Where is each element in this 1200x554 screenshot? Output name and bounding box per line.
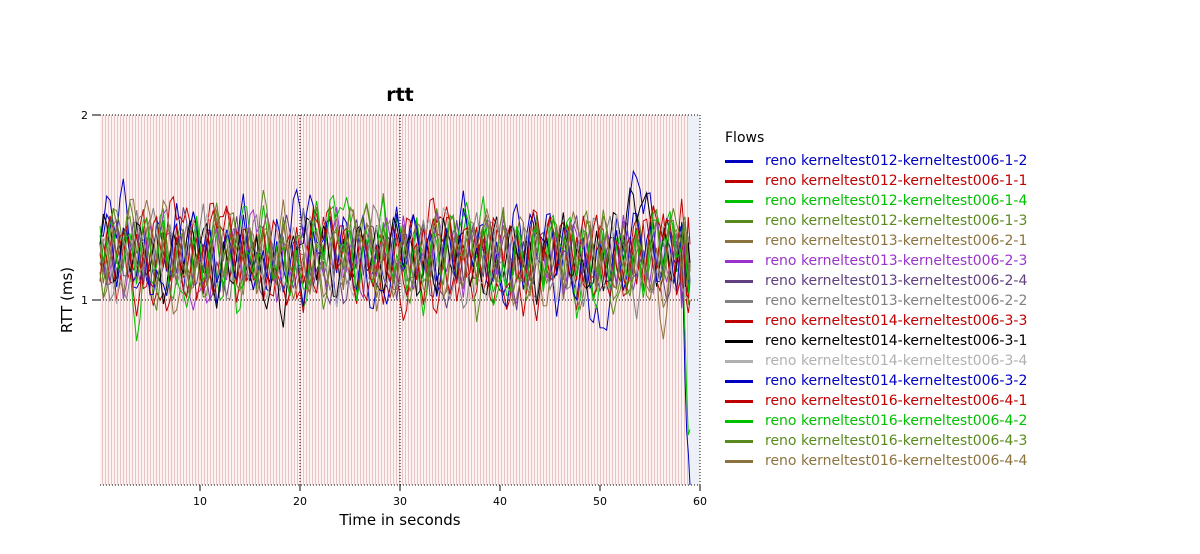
legend-title: Flows <box>725 130 765 146</box>
x-tick-label: 20 <box>293 495 307 508</box>
legend-swatch <box>725 159 753 163</box>
legend-swatch <box>725 439 753 443</box>
legend-item: reno kerneltest013-kerneltest006-2-1 <box>725 231 1027 251</box>
legend-swatch <box>725 199 753 203</box>
legend-item: reno kerneltest016-kerneltest006-4-3 <box>725 431 1027 451</box>
legend-swatch <box>725 239 753 243</box>
legend-label: reno kerneltest013-kerneltest006-2-2 <box>765 293 1028 309</box>
legend-label: reno kerneltest012-kerneltest006-1-4 <box>765 193 1028 209</box>
legend-item: reno kerneltest012-kerneltest006-1-1 <box>725 171 1027 191</box>
legend-label: reno kerneltest012-kerneltest006-1-2 <box>765 153 1028 169</box>
legend-item: reno kerneltest014-kerneltest006-3-4 <box>725 351 1027 371</box>
legend-swatch <box>725 339 753 343</box>
y-axis-label: RTT (ms) <box>58 267 76 333</box>
legend-swatch <box>725 299 753 303</box>
x-tick-label: 40 <box>493 495 507 508</box>
legend-swatch <box>725 419 753 423</box>
legend-label: reno kerneltest014-kerneltest006-3-2 <box>765 373 1028 389</box>
legend-swatch <box>725 379 753 383</box>
legend-label: reno kerneltest013-kerneltest006-2-4 <box>765 273 1028 289</box>
legend-item: reno kerneltest016-kerneltest006-4-4 <box>725 451 1027 471</box>
legend-item: reno kerneltest014-kerneltest006-3-2 <box>725 371 1027 391</box>
x-axis-label: Time in seconds <box>338 511 460 529</box>
legend-item: reno kerneltest012-kerneltest006-1-2 <box>725 151 1027 171</box>
legend-item: reno kerneltest012-kerneltest006-1-3 <box>725 211 1027 231</box>
chart-title: rtt <box>386 84 414 106</box>
legend-label: reno kerneltest014-kerneltest006-3-1 <box>765 333 1028 349</box>
legend-item: reno kerneltest013-kerneltest006-2-2 <box>725 291 1027 311</box>
legend-swatch <box>725 259 753 263</box>
legend-label: reno kerneltest014-kerneltest006-3-3 <box>765 313 1028 329</box>
legend-swatch <box>725 319 753 323</box>
legend-item: reno kerneltest016-kerneltest006-4-1 <box>725 391 1027 411</box>
legend-label: reno kerneltest016-kerneltest006-4-2 <box>765 413 1028 429</box>
x-tick-label: 50 <box>593 495 607 508</box>
legend-label: reno kerneltest014-kerneltest006-3-4 <box>765 353 1028 369</box>
series-line <box>99 199 691 308</box>
legend-swatch <box>725 279 753 283</box>
legend-item: reno kerneltest014-kerneltest006-3-3 <box>725 311 1027 331</box>
y-tick-label: 2 <box>81 109 88 122</box>
legend-swatch <box>725 459 753 463</box>
legend-item: reno kerneltest013-kerneltest006-2-4 <box>725 271 1027 291</box>
x-tick-label: 10 <box>193 495 207 508</box>
legend-swatch <box>725 359 753 363</box>
series-line <box>99 203 691 310</box>
legend-swatch <box>725 179 753 183</box>
legend-label: reno kerneltest016-kerneltest006-4-1 <box>765 393 1028 409</box>
legend-label: reno kerneltest016-kerneltest006-4-4 <box>765 453 1028 469</box>
legend-item: reno kerneltest012-kerneltest006-1-4 <box>725 191 1027 211</box>
legend-swatch <box>725 219 753 223</box>
series-line <box>99 201 691 310</box>
legend-item: reno kerneltest014-kerneltest006-3-1 <box>725 331 1027 351</box>
legend-item: reno kerneltest016-kerneltest006-4-2 <box>725 411 1027 431</box>
legend: Flows reno kerneltest012-kerneltest006-1… <box>725 130 1027 471</box>
legend-label: reno kerneltest016-kerneltest006-4-3 <box>765 433 1028 449</box>
legend-label: reno kerneltest012-kerneltest006-1-3 <box>765 213 1028 229</box>
series-line <box>99 197 691 315</box>
y-tick-label: 1 <box>81 294 88 307</box>
legend-item: reno kerneltest013-kerneltest006-2-3 <box>725 251 1027 271</box>
legend-label: reno kerneltest013-kerneltest006-2-3 <box>765 253 1028 269</box>
legend-swatch <box>725 399 753 403</box>
x-tick-label: 30 <box>393 495 407 508</box>
legend-label: reno kerneltest012-kerneltest006-1-1 <box>765 173 1028 189</box>
x-tick-label: 60 <box>693 495 707 508</box>
legend-label: reno kerneltest013-kerneltest006-2-1 <box>765 233 1028 249</box>
series-line <box>99 206 691 308</box>
